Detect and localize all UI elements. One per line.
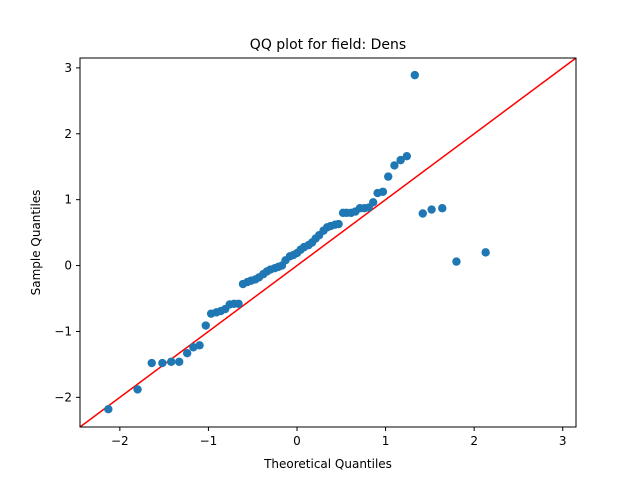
data-point bbox=[452, 257, 461, 266]
x-tick-label: −1 bbox=[200, 434, 218, 448]
data-point bbox=[175, 357, 184, 366]
data-point bbox=[167, 357, 176, 366]
y-tick-label: 2 bbox=[64, 127, 72, 141]
data-point bbox=[481, 248, 490, 257]
y-axis-ticks: −2 −1 0 1 2 3 bbox=[54, 61, 80, 404]
data-point bbox=[158, 358, 167, 368]
data-point bbox=[195, 341, 204, 350]
data-point bbox=[182, 349, 192, 358]
data-point bbox=[368, 198, 378, 207]
y-axis-label: Sample Quantiles bbox=[29, 190, 43, 296]
data-point bbox=[334, 219, 343, 229]
data-point bbox=[438, 204, 447, 213]
points-layer bbox=[104, 70, 490, 414]
plot-frame bbox=[79, 57, 577, 428]
x-tick-label: 0 bbox=[293, 434, 301, 448]
y-tick-label: −2 bbox=[54, 390, 72, 404]
y-tick-label: −1 bbox=[54, 324, 72, 338]
data-point bbox=[234, 299, 243, 308]
x-tick-label: 2 bbox=[470, 434, 478, 448]
data-point bbox=[384, 172, 393, 181]
data-point bbox=[402, 151, 412, 161]
data-point bbox=[147, 358, 156, 368]
data-point bbox=[410, 70, 419, 80]
x-tick-label: 1 bbox=[382, 434, 390, 448]
data-point bbox=[201, 321, 210, 330]
x-tick-label: 3 bbox=[559, 434, 567, 448]
chart-title: QQ plot for field: Dens bbox=[250, 37, 406, 53]
x-axis-ticks: −2 −1 0 1 2 3 bbox=[111, 427, 567, 448]
data-point bbox=[390, 161, 399, 170]
y-tick-label: 1 bbox=[64, 193, 72, 207]
data-point bbox=[104, 405, 113, 414]
data-point bbox=[378, 187, 388, 196]
y-tick-label: 0 bbox=[64, 259, 72, 273]
data-point bbox=[396, 155, 405, 165]
data-point bbox=[427, 205, 436, 214]
data-point bbox=[133, 385, 142, 394]
x-axis-label: Theoretical Quantiles bbox=[263, 457, 392, 471]
y-tick-label: 3 bbox=[64, 61, 72, 75]
data-point bbox=[418, 209, 427, 218]
x-tick-label: −2 bbox=[111, 434, 129, 448]
